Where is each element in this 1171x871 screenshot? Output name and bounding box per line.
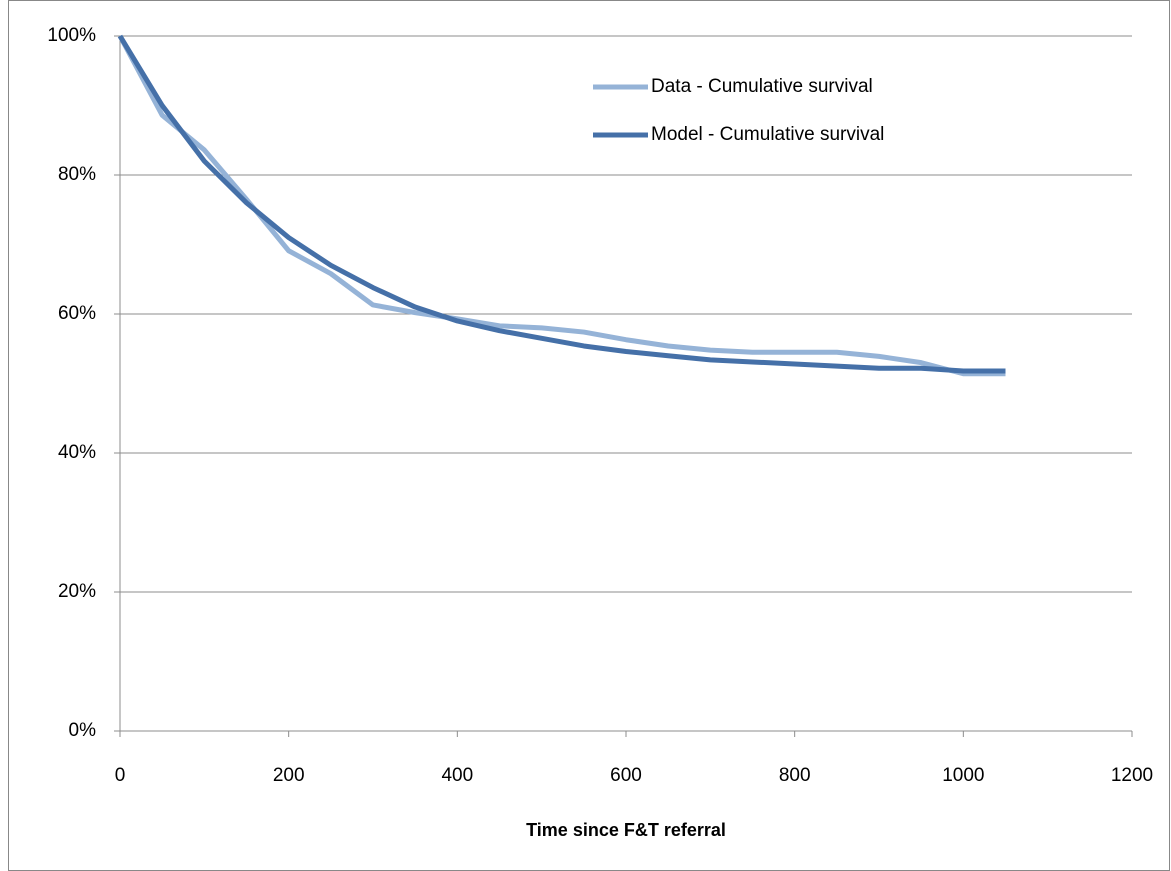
y-tick-label: 60% bbox=[58, 303, 96, 324]
y-tick-label: 20% bbox=[58, 581, 96, 602]
x-tick-label: 1000 bbox=[942, 765, 984, 786]
x-tick-label: 800 bbox=[779, 765, 811, 786]
x-tick-label: 400 bbox=[441, 765, 473, 786]
x-tick-label: 0 bbox=[115, 765, 126, 786]
legend-label: Data - Cumulative survival bbox=[651, 76, 873, 97]
y-tick-label: 0% bbox=[69, 720, 97, 741]
series-line bbox=[117, 34, 1006, 374]
x-tick-label: 600 bbox=[610, 765, 642, 786]
series-line bbox=[117, 34, 1006, 377]
y-tick-label: 100% bbox=[47, 25, 96, 46]
x-tick-label: 200 bbox=[273, 765, 305, 786]
y-tick-label: 40% bbox=[58, 442, 96, 463]
x-tick-label: 1200 bbox=[1111, 765, 1153, 786]
legend-label: Model - Cumulative survival bbox=[651, 124, 884, 145]
y-tick-label: 80% bbox=[58, 164, 96, 185]
x-axis-title: Time since F&T referral bbox=[526, 820, 726, 840]
